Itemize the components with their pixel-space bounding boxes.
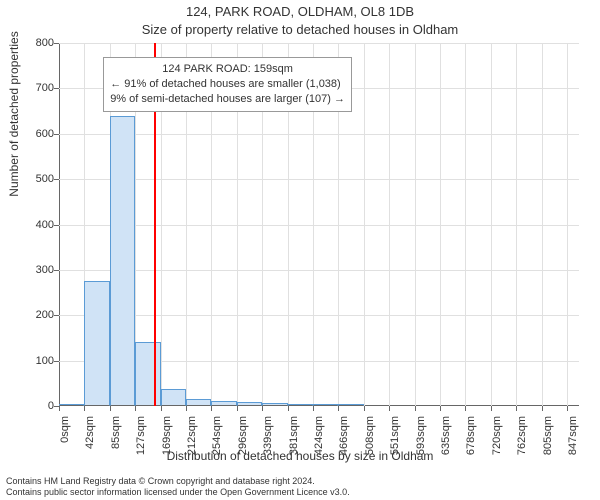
- x-tick-label: 847sqm: [567, 416, 579, 466]
- x-tick-mark: [567, 406, 568, 411]
- y-tick-label: 200: [14, 309, 54, 321]
- y-tick-mark: [54, 225, 59, 226]
- x-tick-label: 720sqm: [491, 416, 503, 466]
- histogram-bar: [186, 399, 211, 406]
- y-tick-mark: [54, 361, 59, 362]
- x-tick-label: 762sqm: [516, 416, 528, 466]
- gridline-horizontal: [59, 134, 579, 135]
- histogram-bar: [262, 403, 287, 406]
- x-tick-label: 593sqm: [415, 416, 427, 466]
- y-tick-label: 0: [14, 400, 54, 412]
- x-tick-label: 466sqm: [338, 416, 350, 466]
- x-tick-label: 42sqm: [84, 416, 96, 466]
- y-tick-mark: [54, 315, 59, 316]
- gridline-vertical: [491, 43, 492, 406]
- x-tick-mark: [542, 406, 543, 411]
- histogram-bar: [59, 404, 84, 406]
- x-tick-mark: [491, 406, 492, 411]
- x-tick-mark: [389, 406, 390, 411]
- infobox-line2: ← 91% of detached houses are smaller (1,…: [110, 77, 345, 92]
- histogram-bar: [338, 404, 363, 406]
- x-tick-mark: [338, 406, 339, 411]
- x-tick-label: 169sqm: [161, 416, 173, 466]
- histogram-bar: [84, 281, 109, 406]
- x-tick-mark: [465, 406, 466, 411]
- x-tick-mark: [262, 406, 263, 411]
- y-tick-label: 300: [14, 264, 54, 276]
- gridline-horizontal: [59, 270, 579, 271]
- gridline-horizontal: [59, 225, 579, 226]
- x-tick-mark: [364, 406, 365, 411]
- x-tick-mark: [211, 406, 212, 411]
- y-tick-label: 700: [14, 82, 54, 94]
- x-tick-mark: [288, 406, 289, 411]
- x-tick-mark: [161, 406, 162, 411]
- infobox-line3: 9% of semi-detached houses are larger (1…: [110, 92, 345, 107]
- x-tick-mark: [440, 406, 441, 411]
- x-tick-mark: [135, 406, 136, 411]
- x-tick-mark: [415, 406, 416, 411]
- property-infobox: 124 PARK ROAD: 159sqm← 91% of detached h…: [103, 57, 352, 112]
- histogram-bar: [110, 116, 135, 406]
- y-tick-label: 800: [14, 37, 54, 49]
- y-tick-label: 600: [14, 128, 54, 140]
- x-tick-label: 85sqm: [110, 416, 122, 466]
- x-tick-label: 0sqm: [59, 416, 71, 466]
- footer-attribution: Contains HM Land Registry data © Crown c…: [6, 476, 350, 498]
- gridline-vertical: [516, 43, 517, 406]
- footer-line2: Contains public sector information licen…: [6, 487, 350, 498]
- gridline-vertical: [542, 43, 543, 406]
- gridline-vertical: [440, 43, 441, 406]
- x-tick-mark: [110, 406, 111, 411]
- histogram-bar: [237, 402, 262, 406]
- gridline-vertical: [567, 43, 568, 406]
- gridline-horizontal: [59, 315, 579, 316]
- x-tick-label: 551sqm: [389, 416, 401, 466]
- chart-container: 124, PARK ROAD, OLDHAM, OL8 1DB Size of …: [0, 0, 600, 500]
- plot-area: 124 PARK ROAD: 159sqm← 91% of detached h…: [59, 43, 579, 406]
- histogram-bar: [161, 389, 186, 406]
- x-tick-mark: [313, 406, 314, 411]
- x-tick-label: 127sqm: [135, 416, 147, 466]
- x-tick-label: 424sqm: [313, 416, 325, 466]
- x-tick-label: 805sqm: [542, 416, 554, 466]
- y-tick-label: 500: [14, 173, 54, 185]
- y-tick-mark: [54, 134, 59, 135]
- gridline-vertical: [364, 43, 365, 406]
- y-tick-mark: [54, 270, 59, 271]
- histogram-bar: [313, 404, 338, 406]
- x-tick-mark: [186, 406, 187, 411]
- gridline-vertical: [465, 43, 466, 406]
- x-tick-label: 254sqm: [211, 416, 223, 466]
- y-tick-label: 100: [14, 355, 54, 367]
- x-tick-label: 508sqm: [364, 416, 376, 466]
- x-tick-mark: [59, 406, 60, 411]
- gridline-horizontal: [59, 179, 579, 180]
- x-tick-mark: [237, 406, 238, 411]
- x-tick-label: 212sqm: [186, 416, 198, 466]
- title-main: 124, PARK ROAD, OLDHAM, OL8 1DB: [0, 4, 600, 19]
- y-tick-mark: [54, 43, 59, 44]
- y-tick-mark: [54, 88, 59, 89]
- x-tick-label: 678sqm: [465, 416, 477, 466]
- x-tick-label: 635sqm: [440, 416, 452, 466]
- histogram-bar: [135, 342, 160, 406]
- gridline-vertical: [389, 43, 390, 406]
- title-sub: Size of property relative to detached ho…: [0, 22, 600, 37]
- x-tick-label: 296sqm: [237, 416, 249, 466]
- x-tick-mark: [84, 406, 85, 411]
- footer-line1: Contains HM Land Registry data © Crown c…: [6, 476, 350, 487]
- x-tick-label: 381sqm: [288, 416, 300, 466]
- histogram-bar: [211, 401, 236, 406]
- gridline-vertical: [415, 43, 416, 406]
- gridline-horizontal: [59, 43, 579, 44]
- y-tick-mark: [54, 179, 59, 180]
- infobox-line1: 124 PARK ROAD: 159sqm: [110, 62, 345, 77]
- histogram-bar: [288, 404, 313, 406]
- y-tick-label: 400: [14, 219, 54, 231]
- x-tick-label: 339sqm: [262, 416, 274, 466]
- x-tick-mark: [516, 406, 517, 411]
